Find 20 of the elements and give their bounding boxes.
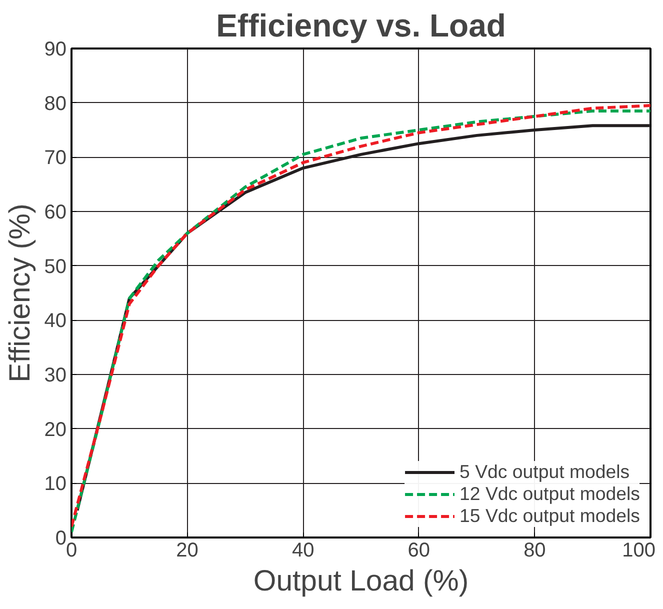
y-tick-label: 90 [44,38,67,60]
y-axis-title: Efficiency (%) [3,204,36,382]
y-tick-label: 70 [44,147,67,170]
legend-label: 12 Vdc output models [460,483,640,505]
y-tick-label: 30 [44,364,67,386]
x-tick-label: 40 [292,540,314,562]
y-tick-label: 20 [44,418,67,441]
x-tick-label: 80 [524,540,546,562]
legend-label: 15 Vdc output models [460,505,640,527]
legend-label: 5 Vdc output models [460,461,630,483]
y-tick-label: 40 [44,310,67,332]
x-tick-label: 100 [622,540,656,562]
y-tick-label: 50 [44,256,67,278]
y-tick-label: 80 [44,92,67,115]
y-tick-label: 10 [44,473,67,496]
x-tick-label: 60 [408,540,430,562]
x-axis-title: Output Load (%) [253,564,469,598]
chart-title: Efficiency vs. Load [216,8,506,44]
y-tick-label: 60 [44,202,67,224]
x-tick-label: 20 [176,540,198,562]
